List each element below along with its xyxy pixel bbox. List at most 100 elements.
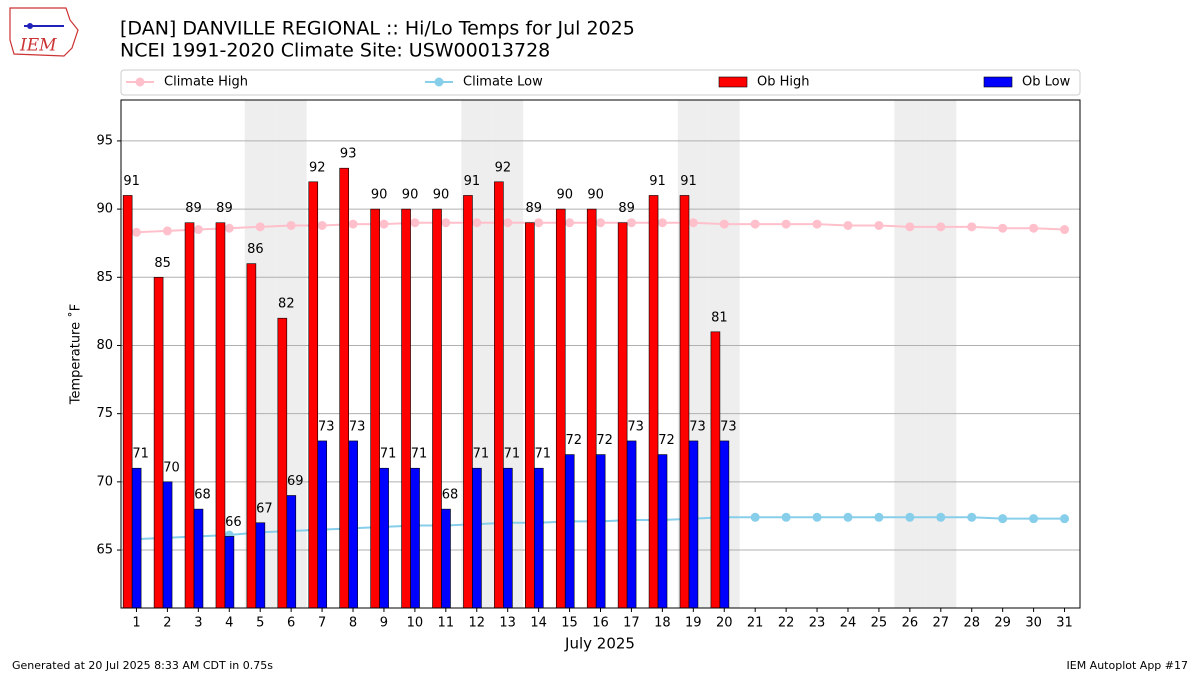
bar <box>648 195 659 609</box>
x-tick-label: 30 <box>1025 616 1042 631</box>
data-label: 68 <box>194 488 211 503</box>
y-tick-label: 95 <box>96 133 113 148</box>
data-label: 90 <box>433 188 450 203</box>
line-point <box>843 220 853 230</box>
bar <box>525 222 535 609</box>
x-tick-label: 10 <box>407 616 424 631</box>
x-tick-label: 18 <box>654 616 671 631</box>
bar <box>719 440 730 609</box>
footer-right: IEM Autoplot App #17 <box>1067 659 1189 672</box>
line-point <box>998 514 1008 524</box>
data-label: 73 <box>627 419 644 434</box>
logo-text: IEM <box>19 36 57 56</box>
line-point <box>565 218 575 228</box>
bar <box>224 536 235 609</box>
legend-box <box>120 69 1081 96</box>
x-tick-label: 24 <box>840 616 857 631</box>
x-tick-label: 19 <box>685 616 702 631</box>
x-tick-label: 27 <box>933 616 950 631</box>
line-point <box>874 512 884 522</box>
x-tick-label: 21 <box>747 616 764 631</box>
line-point <box>781 512 791 522</box>
x-tick-label: 26 <box>902 616 919 631</box>
y-tick-label: 75 <box>96 406 113 421</box>
data-label: 73 <box>349 419 366 434</box>
data-label: 93 <box>340 147 357 162</box>
bar <box>131 467 142 609</box>
bar <box>555 208 566 609</box>
data-label: 92 <box>495 160 512 175</box>
line-point <box>781 219 791 229</box>
data-label: 91 <box>464 174 481 189</box>
bar <box>308 181 319 609</box>
bar <box>657 454 668 609</box>
line-point <box>936 512 946 522</box>
data-label: 68 <box>442 488 459 503</box>
data-label: 71 <box>411 447 428 462</box>
bar <box>339 167 349 609</box>
legend-marker <box>434 77 444 87</box>
line-point <box>1060 514 1070 524</box>
bar <box>503 467 513 609</box>
bar <box>617 222 628 609</box>
x-axis-label: July 2025 <box>564 635 635 653</box>
data-label: 71 <box>535 447 552 462</box>
line-point <box>750 512 760 522</box>
bar <box>184 222 195 609</box>
data-label: 90 <box>556 188 573 203</box>
data-label: 69 <box>287 474 304 489</box>
data-label: 82 <box>278 297 295 312</box>
chart-title: [DAN] DANVILLE REGIONAL :: Hi/Lo Temps f… <box>120 18 635 40</box>
line-point <box>1029 223 1039 233</box>
x-tick-label: 7 <box>318 616 326 631</box>
bar <box>533 467 544 609</box>
x-tick-label: 15 <box>561 616 578 631</box>
line-point <box>162 226 172 236</box>
data-label: 90 <box>402 188 419 203</box>
plot-frame <box>120 99 1081 609</box>
x-tick-label: 14 <box>530 616 547 631</box>
data-label: 73 <box>689 419 706 434</box>
data-label: 89 <box>618 201 635 216</box>
data-label: 73 <box>720 419 737 434</box>
bar <box>246 263 257 609</box>
line-point <box>812 219 822 229</box>
x-tick-label: 17 <box>623 616 640 631</box>
line-point <box>1029 514 1039 524</box>
bar <box>153 276 164 609</box>
data-label: 73 <box>318 419 335 434</box>
legend-label: Ob Low <box>1022 75 1071 90</box>
data-label: 71 <box>504 447 521 462</box>
logo-dot <box>27 23 33 29</box>
data-label: 86 <box>247 242 264 257</box>
footer-left: Generated at 20 Jul 2025 8:33 AM CDT in … <box>12 659 273 672</box>
line-point <box>812 512 822 522</box>
line-point <box>224 223 234 233</box>
x-tick-label: 25 <box>871 616 888 631</box>
data-label: 71 <box>132 447 149 462</box>
x-tick-label: 8 <box>349 616 357 631</box>
y-tick-label: 90 <box>96 202 113 217</box>
weekend-shade <box>894 100 926 608</box>
data-label: 90 <box>371 188 388 203</box>
line-point <box>534 218 544 228</box>
line-point <box>998 223 1008 233</box>
x-tick-label: 28 <box>963 616 980 631</box>
line-point <box>255 222 265 232</box>
logo: IEM <box>9 7 79 57</box>
line-point <box>193 225 203 235</box>
bar <box>586 208 597 609</box>
line-point <box>472 218 482 228</box>
bar <box>410 467 420 609</box>
y-tick-label: 70 <box>96 474 113 489</box>
bar <box>688 440 699 609</box>
bar <box>379 467 389 609</box>
bar <box>595 454 606 609</box>
data-label: 72 <box>658 433 675 448</box>
data-label: 85 <box>154 256 171 271</box>
data-label: 89 <box>216 201 233 216</box>
x-tick-label: 3 <box>194 616 202 631</box>
line-point <box>905 512 915 522</box>
x-tick-label: 22 <box>778 616 795 631</box>
data-label: 67 <box>256 501 273 516</box>
